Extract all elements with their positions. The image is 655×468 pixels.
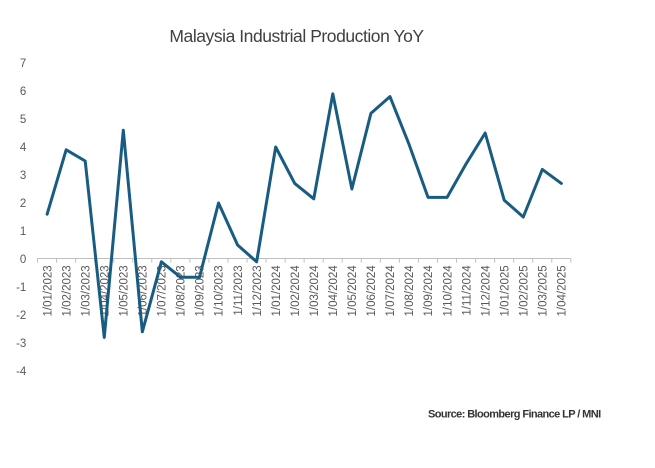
svg-text:1/10/2023: 1/10/2023 xyxy=(214,265,226,316)
svg-text:1/07/2024: 1/07/2024 xyxy=(385,265,397,317)
svg-text:Malaysia Industrial Production: Malaysia Industrial Production YoY xyxy=(169,26,424,46)
svg-text:-4: -4 xyxy=(16,366,27,378)
svg-text:6: 6 xyxy=(20,86,26,98)
svg-text:1/12/2023: 1/12/2023 xyxy=(252,265,264,316)
svg-text:1: 1 xyxy=(20,226,26,238)
svg-text:1/02/2025: 1/02/2025 xyxy=(518,265,530,316)
svg-text:1/07/2023: 1/07/2023 xyxy=(157,265,169,316)
svg-text:1/08/2024: 1/08/2024 xyxy=(404,265,416,317)
svg-text:1/01/2023: 1/01/2023 xyxy=(42,265,54,316)
svg-text:1/12/2024: 1/12/2024 xyxy=(480,265,492,317)
svg-text:1/03/2023: 1/03/2023 xyxy=(80,265,92,316)
svg-text:2: 2 xyxy=(20,198,26,210)
svg-text:1/02/2024: 1/02/2024 xyxy=(290,265,302,317)
svg-text:-1: -1 xyxy=(16,282,26,294)
svg-text:-3: -3 xyxy=(16,338,26,350)
svg-text:1/03/2025: 1/03/2025 xyxy=(538,265,550,316)
svg-text:Source: Bloomberg Finance LP /: Source: Bloomberg Finance LP / MNI xyxy=(428,409,601,421)
svg-text:1/03/2024: 1/03/2024 xyxy=(309,265,321,317)
svg-text:1/05/2023: 1/05/2023 xyxy=(119,265,131,316)
svg-text:-2: -2 xyxy=(16,310,26,322)
svg-text:4: 4 xyxy=(20,142,27,154)
svg-text:1/11/2024: 1/11/2024 xyxy=(461,265,473,316)
svg-text:1/10/2024: 1/10/2024 xyxy=(442,265,454,317)
svg-text:1/01/2024: 1/01/2024 xyxy=(271,265,283,317)
svg-text:3: 3 xyxy=(20,170,26,182)
svg-text:1/11/2023: 1/11/2023 xyxy=(233,265,245,315)
svg-text:1/04/2024: 1/04/2024 xyxy=(328,265,340,317)
svg-text:0: 0 xyxy=(20,254,26,266)
svg-text:1/04/2025: 1/04/2025 xyxy=(557,265,569,316)
svg-text:7: 7 xyxy=(20,58,26,70)
svg-text:1/06/2024: 1/06/2024 xyxy=(366,265,378,317)
svg-text:5: 5 xyxy=(20,114,26,126)
svg-text:1/02/2023: 1/02/2023 xyxy=(61,265,73,316)
svg-text:1/01/2025: 1/01/2025 xyxy=(499,265,511,316)
svg-text:1/05/2024: 1/05/2024 xyxy=(347,265,359,317)
svg-text:1/09/2024: 1/09/2024 xyxy=(423,265,435,317)
